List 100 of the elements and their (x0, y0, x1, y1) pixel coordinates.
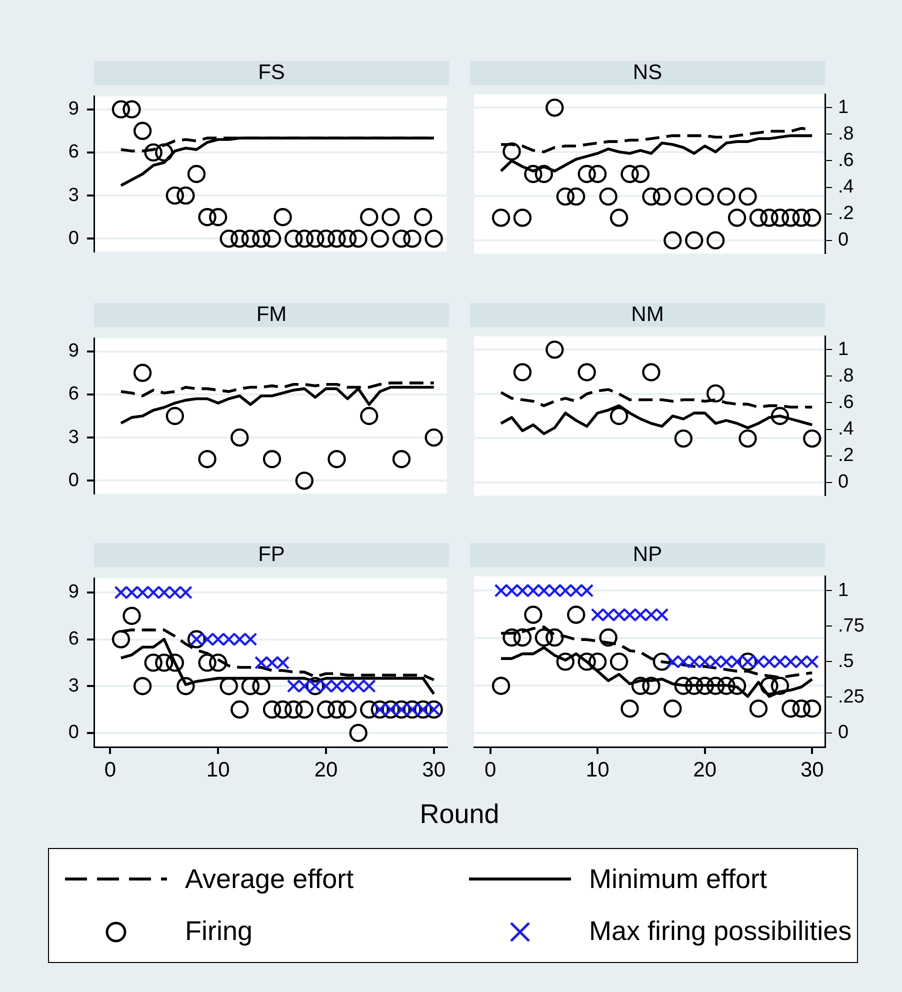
point (349, 724, 368, 742)
point (144, 654, 162, 672)
point (652, 652, 672, 671)
chart-title: NP (470, 543, 825, 567)
point (133, 677, 152, 696)
point (254, 656, 268, 670)
point (803, 700, 822, 718)
point (265, 656, 279, 670)
text: 0 (838, 472, 849, 493)
point (666, 654, 680, 668)
point (770, 676, 790, 695)
point (176, 677, 195, 696)
point (622, 608, 637, 622)
legend-label: Average effort (185, 864, 354, 895)
x-tick-label: 0 (104, 758, 116, 782)
point (316, 230, 336, 248)
point (631, 676, 650, 695)
point (504, 584, 519, 598)
chart-title: FS (94, 61, 449, 85)
point (222, 632, 236, 646)
point (133, 364, 152, 382)
point (232, 632, 246, 646)
x-tick-label: 0 (484, 758, 496, 782)
point (166, 654, 184, 672)
point (166, 186, 184, 205)
point (526, 584, 540, 598)
point (685, 676, 704, 695)
point (610, 652, 628, 671)
point (728, 676, 746, 695)
point (698, 654, 712, 668)
point (262, 700, 282, 719)
point (674, 429, 692, 448)
point (424, 230, 443, 248)
point (696, 676, 714, 695)
point (176, 186, 195, 205)
point (328, 450, 346, 468)
y-tick-label: 0 (68, 722, 79, 744)
point (274, 700, 292, 719)
point (773, 654, 787, 668)
point (717, 676, 736, 695)
x-tick-label: 10 (206, 758, 230, 782)
y-tick-label: 9 (68, 340, 79, 362)
chart-title: FM (94, 303, 449, 327)
point (803, 429, 822, 448)
point (760, 676, 778, 695)
point (706, 676, 725, 695)
point (295, 230, 314, 248)
point (112, 100, 130, 118)
text: 1 (838, 338, 849, 360)
point (414, 208, 432, 226)
point (211, 632, 225, 646)
point (220, 230, 238, 248)
point (794, 654, 808, 668)
y-tick-label: 6 (68, 628, 79, 650)
point (349, 230, 368, 248)
y-tick-label: 6 (68, 384, 79, 405)
point (208, 208, 228, 226)
point (599, 628, 618, 647)
point (612, 608, 626, 622)
point (338, 230, 357, 248)
point (133, 122, 152, 140)
point (295, 700, 314, 719)
y-tick-label: 3 (68, 426, 79, 448)
point (548, 584, 562, 598)
point (252, 230, 270, 248)
point (187, 164, 206, 184)
point (360, 406, 378, 426)
point (241, 230, 260, 248)
point (166, 406, 184, 426)
point (155, 654, 174, 672)
point (610, 406, 628, 426)
point (352, 679, 366, 693)
point (360, 700, 378, 719)
point (284, 700, 303, 719)
text: .25 (838, 686, 864, 708)
point (762, 654, 776, 668)
point (770, 406, 790, 426)
point (284, 230, 303, 248)
point (328, 700, 346, 719)
point (424, 428, 443, 447)
x-tick-label: 20 (314, 758, 338, 782)
point (590, 608, 604, 622)
point (230, 700, 249, 719)
y-tick-label: 0 (68, 228, 79, 249)
point (262, 450, 282, 468)
text: .5 (838, 650, 854, 672)
point (730, 654, 744, 668)
point (569, 584, 583, 598)
point (784, 654, 798, 668)
y-tick-label: 9 (68, 582, 79, 603)
point (295, 472, 314, 490)
point (382, 208, 400, 226)
point (360, 208, 378, 226)
y-tick-label: 3 (68, 675, 79, 696)
point (720, 654, 734, 668)
point (546, 628, 564, 647)
point (620, 700, 639, 718)
text: .4 (838, 176, 854, 198)
point (534, 628, 554, 647)
point (392, 450, 411, 468)
